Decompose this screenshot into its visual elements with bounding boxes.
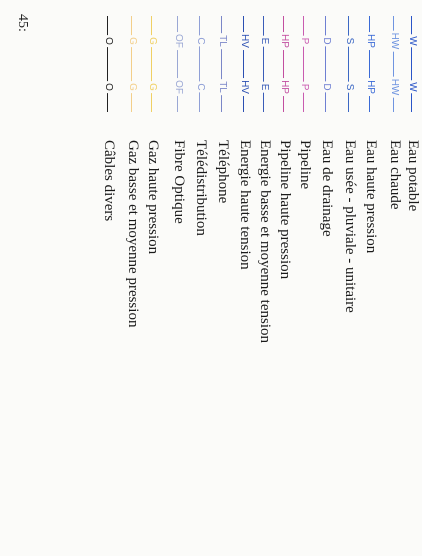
line-symbol: HV HV (236, 16, 252, 112)
symbol-line (263, 16, 264, 112)
symbol-line (348, 16, 349, 112)
symbol-code: HW (387, 30, 401, 52)
legend-label: Eau chaude (387, 140, 403, 210)
symbol-code: HW (387, 76, 401, 98)
symbol-code: HP (277, 32, 291, 50)
symbol-code: HV (237, 78, 251, 96)
symbol-code: OF (171, 32, 185, 50)
line-symbol: OF OF (170, 16, 186, 112)
legend-label: Eau usée - pluviale - unitaire (342, 140, 358, 313)
legend-row: HW HW Eau chaude (386, 0, 403, 556)
symbol-line (369, 16, 370, 112)
symbol-code: HP (277, 78, 291, 96)
symbol-code: G (125, 81, 139, 93)
legend-row: HP HP Pipeline haute pression (276, 0, 293, 556)
legend-label: Téléphone (215, 140, 231, 204)
legend-row: S S Eau usée - pluviale - unitaire (341, 0, 358, 556)
symbol-code: D (319, 81, 333, 93)
symbol-code: P (297, 35, 311, 47)
symbol-line (177, 16, 178, 112)
symbol-code: OF (171, 78, 185, 96)
legend-label: Câbles divers (101, 140, 117, 222)
symbol-code: O (101, 35, 115, 47)
legend-label: Eau potable (405, 140, 421, 212)
symbol-line (283, 16, 284, 112)
legend-label: Fibre Optique (171, 140, 187, 224)
symbol-code: D (319, 35, 333, 47)
symbol-line (131, 16, 132, 112)
legend-row: HV HV Energie haute tension (236, 0, 253, 556)
legend-label: Gaz haute pression (145, 140, 161, 255)
symbol-code: W (405, 34, 419, 48)
symbol-code: S (342, 81, 356, 93)
symbol-code: G (145, 81, 159, 93)
symbol-line (199, 16, 200, 112)
symbol-code: HP (363, 78, 377, 96)
legend-row: G G Gaz basse et moyenne pression (124, 0, 141, 556)
legend-row: G G Gaz haute pression (144, 0, 161, 556)
legend-row: D D Eau de drainage (318, 0, 335, 556)
symbol-code: HV (237, 32, 251, 50)
legend-label: Pipeline haute pression (277, 140, 293, 280)
legend-row: HP HP Eau haute pression (362, 0, 379, 556)
legend-label: Gaz basse et moyenne pression (125, 140, 141, 328)
symbol-code: O (101, 81, 115, 93)
legend-row: O O Câbles divers (100, 0, 117, 556)
symbol-code: TL (215, 33, 229, 49)
legend-row: OF OF Fibre Optique (170, 0, 187, 556)
symbol-code: G (125, 35, 139, 47)
line-symbol: HW HW (386, 16, 402, 112)
legend-label: Eau de drainage (319, 140, 335, 237)
legend-label: Pipeline (297, 140, 313, 190)
symbol-code: E (257, 81, 271, 93)
symbol-line (107, 16, 108, 112)
legend-row: P P Pipeline (296, 0, 313, 556)
legend-row: C C Télédistribution (192, 0, 209, 556)
legend-row: W W Eau potable (404, 0, 421, 556)
symbol-code: C (193, 81, 207, 93)
symbol-line (221, 16, 222, 112)
symbol-line (411, 16, 412, 112)
symbol-code: HP (363, 32, 377, 50)
symbol-code: P (297, 81, 311, 93)
symbol-code: C (193, 35, 207, 47)
symbol-code: G (145, 35, 159, 47)
symbol-code: E (257, 35, 271, 47)
symbol-code: TL (215, 79, 229, 95)
legend-row: TL TL Téléphone (214, 0, 231, 556)
legend-label: Energie basse et moyenne tension (257, 140, 273, 343)
legend-label: Energie haute tension (237, 140, 253, 270)
symbol-code: S (342, 35, 356, 47)
symbol-code: W (405, 80, 419, 94)
symbol-line (243, 16, 244, 112)
legend-label: Télédistribution (193, 140, 209, 236)
line-symbol: TL TL (214, 16, 230, 112)
legend-row: E E Energie basse et moyenne tension (256, 0, 273, 556)
symbol-line (151, 16, 152, 112)
symbol-line (325, 16, 326, 112)
line-symbol: HP HP (276, 16, 292, 112)
page-number: 45: (15, 14, 30, 32)
symbol-line (303, 16, 304, 112)
line-symbol: HP HP (362, 16, 378, 112)
legend-label: Eau haute pression (363, 140, 379, 254)
